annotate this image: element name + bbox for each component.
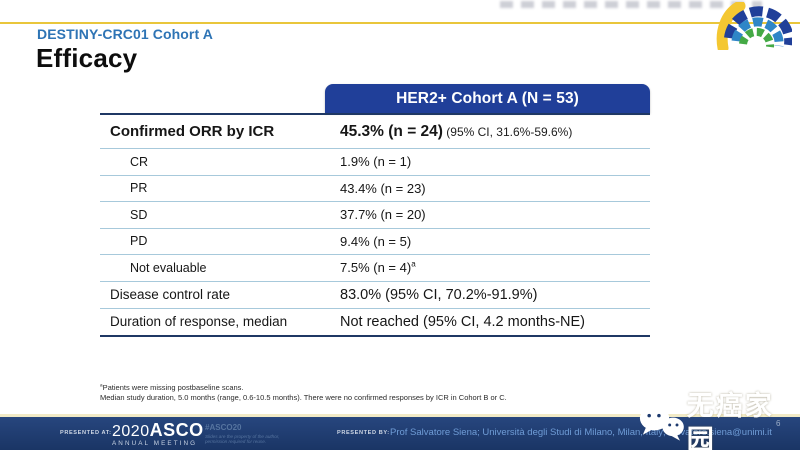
footnote-text: Patients were missing postbaseline scans… (102, 383, 244, 392)
results-table-rows: Confirmed ORR by ICR 45.3% (n = 24) (95% … (100, 113, 650, 337)
top-gold-divider (0, 22, 800, 24)
row-label: Duration of response, median (110, 314, 288, 329)
watermark: 无癌家园 (636, 389, 800, 450)
table-row: SD 37.7% (n = 20) (100, 201, 650, 228)
footnote-line: Median study duration, 5.0 months (range… (100, 393, 507, 403)
table-row: Duration of response, median Not reached … (100, 307, 650, 335)
rights-line-1: Slides are the property of the author, (205, 433, 280, 439)
efficacy-table: HER2+ Cohort A (N = 53) Confirmed ORR by… (100, 84, 650, 337)
table-row: Not evaluable 7.5% (n = 4)a (100, 254, 650, 281)
row-value: 1.9% (n = 1) (340, 154, 412, 170)
row-label: PD (130, 234, 148, 249)
meeting-subtitle: ANNUAL MEETING (112, 440, 198, 447)
superscript-marker: a (100, 382, 103, 388)
asco-meeting-wordmark: 2020 ASCO ANNUAL MEETING (112, 420, 204, 447)
presented-by-label: PRESENTED BY: (337, 430, 390, 436)
meeting-name: ASCO (149, 420, 204, 440)
row-value: 43.4% (n = 23) (340, 180, 426, 196)
row-label: Disease control rate (110, 287, 231, 302)
row-label: Confirmed ORR by ICR (110, 123, 275, 140)
page-number: 6 (776, 419, 781, 428)
row-value: 45.3% (n = 24) (95% CI, 31.6%-59.6%) (340, 122, 573, 140)
row-label: Not evaluable (130, 260, 207, 275)
page-title: Efficacy (36, 43, 138, 73)
watermark-text: 无癌家园 (686, 391, 774, 450)
row-label: CR (130, 154, 149, 169)
footnotes: aPatients were missing postbaseline scan… (100, 383, 507, 403)
superscript-marker: a (411, 259, 416, 269)
asco-2020-arc-logo-icon (716, 2, 792, 50)
footer-cream-divider (0, 414, 800, 417)
table-header-cohort: HER2+ Cohort A (N = 53) (325, 84, 650, 113)
table-row: CR 1.9% (n = 1) (100, 148, 650, 175)
row-value: Not reached (95% CI, 4.2 months-NE) (340, 313, 585, 330)
meeting-year: 2020 (112, 423, 150, 440)
row-label: PR (130, 181, 148, 196)
table-row: Disease control rate 83.0% (95% CI, 70.2%… (100, 280, 650, 308)
table-row: Confirmed ORR by ICR 45.3% (n = 24) (95% … (100, 115, 650, 148)
table-row: PD 9.4% (n = 5) (100, 227, 650, 255)
table-row: PR 43.4% (n = 23) (100, 174, 650, 202)
row-value: 7.5% (n = 4)a (340, 259, 416, 276)
rights-notice: Slides are the property of the author, p… (205, 434, 279, 445)
footnote-line: aPatients were missing postbaseline scan… (100, 383, 507, 393)
row-value: 37.7% (n = 20) (340, 207, 426, 223)
hashtag-block: #ASCO20 Slides are the property of the a… (205, 423, 279, 445)
row-value-ci: (95% CI, 31.6%-59.6%) (442, 124, 573, 139)
presented-at-label: PRESENTED AT: (60, 430, 112, 436)
wechat-icon (639, 405, 684, 441)
hashtag: #ASCO20 (205, 423, 242, 432)
ghost-artifact (500, 1, 762, 8)
rights-line-2: permission required for reuse. (205, 439, 267, 445)
footnote-text: Median study duration, 5.0 months (range… (100, 393, 507, 402)
row-value: 9.4% (n = 5) (340, 233, 412, 249)
slide-kicker: DESTINY-CRC01 Cohort A (37, 26, 213, 42)
row-label: SD (130, 207, 148, 222)
presenter-credit: Prof Salvatore Siena; Università degli S… (390, 427, 772, 438)
row-value: 83.0% (95% CI, 70.2%-91.9%) (340, 286, 538, 303)
